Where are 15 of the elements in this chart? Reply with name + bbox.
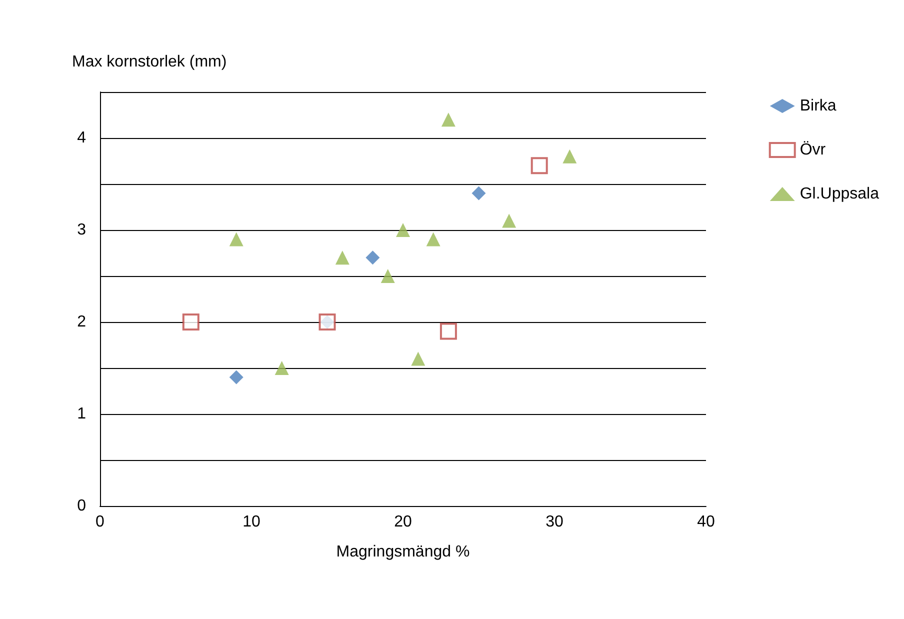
legend-label: Övr	[800, 140, 826, 158]
x-tick-label: 20	[394, 514, 412, 530]
y-tick-label: 0	[77, 498, 86, 514]
x-tick-label: 30	[546, 514, 564, 530]
x-tick-label: 10	[242, 514, 260, 530]
y-tick-label: 2	[77, 314, 86, 330]
y-tick-label: 3	[77, 222, 86, 238]
x-axis-title: Magringsmängd %	[336, 544, 470, 560]
x-tick-label: 40	[697, 514, 715, 530]
legend-label: Gl.Uppsala	[800, 186, 880, 202]
x-tick-label: 0	[96, 514, 105, 530]
y-tick-label: 1	[77, 406, 86, 422]
y-axis-title: Max kornstorlek (mm)	[72, 54, 227, 70]
legend-label: Birka	[800, 98, 836, 114]
y-tick-label: 4	[77, 130, 86, 146]
